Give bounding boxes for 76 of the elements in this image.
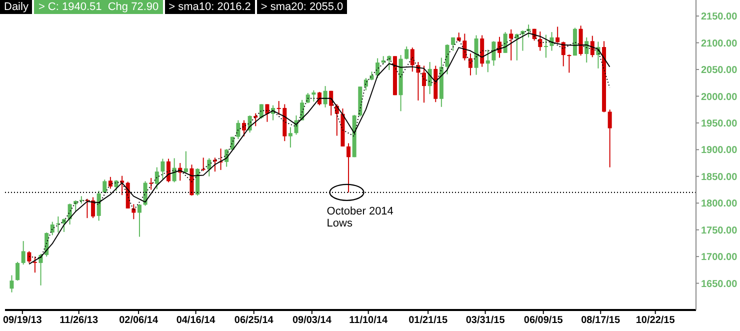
candlestick	[242, 120, 246, 137]
annotation: > C: 1940.51 Chg 72.90	[34, 0, 163, 14]
candlestick	[445, 44, 450, 75]
candlestick	[404, 46, 409, 60]
candlestick	[102, 179, 107, 193]
candlestick	[323, 86, 328, 108]
y-tick-label: 1900.00	[701, 145, 738, 156]
y-tick-label: 1950.00	[701, 118, 738, 130]
candlestick	[184, 150, 188, 174]
y-tick-label: 2000.00	[701, 92, 738, 103]
candlestick	[10, 274, 14, 293]
x-tick-label: 04/16/14	[176, 315, 216, 326]
y-tick-label: 1850.00	[701, 172, 738, 183]
candlestick	[201, 157, 206, 172]
x-tick-label: 08/17/15	[581, 315, 620, 326]
candlestick	[16, 261, 20, 282]
y-tick-label: 1800.00	[701, 198, 738, 210]
x-tick-label: 06/25/14	[234, 315, 274, 326]
candlestick	[567, 54, 572, 74]
annotation: > sma20: 2055.0	[256, 0, 348, 14]
candlestick	[91, 196, 96, 219]
y-tick-label: 1700.00	[701, 252, 738, 264]
annotation: October 2014 Lows	[326, 205, 394, 230]
y-tick-label: 2150.00	[701, 12, 738, 23]
candlestick	[265, 104, 270, 122]
candlestick	[556, 26, 560, 44]
candlestick	[486, 49, 490, 73]
y-tick-label: 1750.00	[701, 225, 738, 236]
candlestick	[561, 41, 566, 67]
y-tick-label: 2100.00	[701, 38, 738, 50]
candlestick	[21, 240, 26, 266]
candlestick	[509, 28, 514, 61]
annotation: Daily	[0, 0, 32, 14]
candlestick	[154, 166, 159, 190]
candlestick	[346, 142, 351, 193]
candlestick	[422, 65, 426, 104]
x-tick-label: 03/31/15	[466, 315, 506, 326]
candlestick	[166, 158, 171, 183]
candlestick	[312, 90, 316, 102]
candlestick	[288, 126, 292, 148]
candlestick	[364, 78, 368, 91]
candlestick	[462, 33, 467, 61]
x-tick-label: 11/26/13	[60, 315, 98, 326]
candlestick	[160, 158, 165, 180]
candlestick	[544, 34, 548, 58]
candlestick	[306, 92, 310, 104]
candlestick	[259, 104, 264, 120]
x-tick-label: 09/03/14	[292, 315, 332, 326]
candlestick	[410, 47, 414, 72]
candlestick	[96, 190, 101, 222]
candlestick	[108, 176, 112, 190]
candlestick	[608, 109, 612, 168]
candlestick	[137, 204, 142, 238]
x-tick-label: 11/10/14	[349, 315, 388, 326]
x-tick-label: 09/19/13	[2, 315, 42, 326]
candlestick	[50, 221, 54, 236]
y-tick-label: 2050.00	[701, 65, 738, 76]
y-tick-label: 1650.00	[701, 278, 738, 290]
candlestick	[387, 55, 392, 71]
candlestick	[27, 250, 32, 264]
candlestick	[120, 175, 124, 196]
annotation: > sma10: 2016.2	[164, 0, 255, 14]
x-tick-label: 01/21/15	[408, 315, 448, 326]
candlestick	[62, 218, 66, 232]
x-tick-label: 02/06/14	[119, 315, 158, 326]
candlestick	[376, 58, 380, 79]
candlestick	[492, 40, 496, 66]
candlestick	[32, 256, 37, 274]
x-tick-label: 10/22/15	[636, 315, 676, 326]
candlestick	[451, 36, 456, 52]
x-tick-label: 06/09/15	[524, 315, 564, 326]
candlestick	[236, 120, 240, 140]
candlestick	[114, 180, 118, 192]
candlestick	[514, 33, 519, 61]
candlestick	[149, 177, 154, 190]
candlestick	[538, 31, 542, 52]
